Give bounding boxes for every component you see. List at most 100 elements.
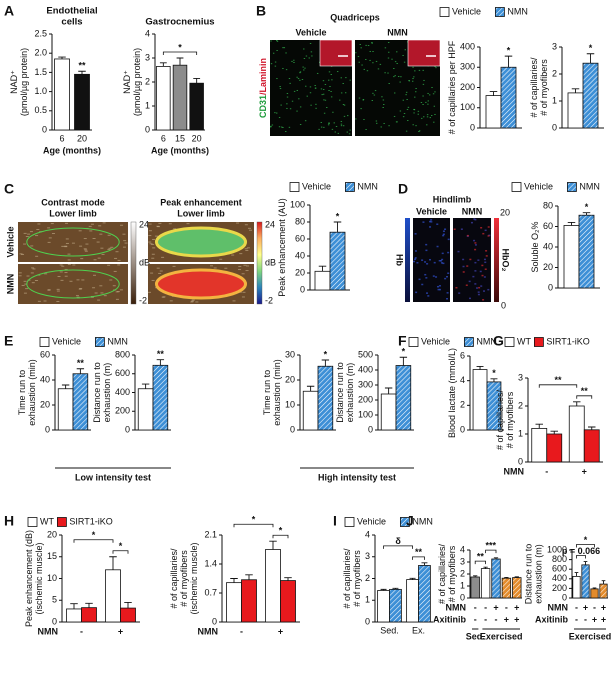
significance-bracket xyxy=(474,560,486,565)
bar xyxy=(581,564,590,599)
significance-label: p = 0.066 xyxy=(562,546,600,556)
ultrasound-speck xyxy=(148,223,152,225)
x-axis-label: Age (months) xyxy=(43,145,101,155)
ultrasound-speck xyxy=(27,233,31,235)
signal-speck xyxy=(466,265,469,267)
y-tick-label: 400 xyxy=(552,573,567,583)
micrograph-speck xyxy=(293,90,296,92)
legend-label: SIRT1-iKO xyxy=(69,516,112,526)
signal-speck xyxy=(442,262,445,265)
micrograph-speck xyxy=(340,120,343,122)
signal-speck xyxy=(472,275,475,278)
micrograph-speck xyxy=(336,71,339,73)
ultrasound-speck xyxy=(97,257,101,259)
ultrasound-speck xyxy=(65,222,69,224)
ultrasound-speck xyxy=(242,291,246,293)
ultrasound-speck xyxy=(241,296,245,298)
roi-outline xyxy=(26,269,120,299)
error-bar xyxy=(245,574,253,580)
ultrasound-speck xyxy=(47,227,51,229)
signal-speck xyxy=(477,291,480,293)
y-tick-label: 0 xyxy=(518,456,523,466)
y-axis-label: # of myofibers xyxy=(539,59,549,116)
ultrasound-speck xyxy=(76,296,80,298)
signal-speck xyxy=(482,290,485,292)
ultrasound-speck xyxy=(92,287,96,289)
error-bar xyxy=(571,88,580,93)
micrograph-speck xyxy=(413,112,415,114)
y-tick-label: 100 xyxy=(358,409,373,419)
y-tick-label: 6 xyxy=(460,350,465,360)
y-tick-label: 3 xyxy=(365,551,370,561)
legend-label: Vehicle xyxy=(357,516,386,526)
micrograph-speck xyxy=(299,72,301,74)
signal-speck xyxy=(441,258,444,261)
micrograph-speck xyxy=(270,126,272,128)
micrograph-speck xyxy=(375,60,378,62)
micrograph-speck xyxy=(403,113,406,114)
ultrasound-speck xyxy=(113,270,117,272)
micrograph-speck xyxy=(433,121,435,123)
panel-label: C xyxy=(4,181,14,197)
ultrasound-speck xyxy=(23,292,27,294)
ultrasound-speck xyxy=(64,272,68,274)
y-tick-label: 2.5 xyxy=(34,28,47,38)
ultrasound-speck xyxy=(241,273,245,275)
y-axis-label: # of myofibers xyxy=(505,391,515,448)
ultrasound-speck xyxy=(117,259,121,261)
signal-speck xyxy=(432,275,435,277)
micrograph-speck xyxy=(282,47,284,49)
error-bar xyxy=(399,356,408,366)
error-bar xyxy=(124,601,132,609)
y-axis-label: # of capillaries/ xyxy=(529,57,539,118)
signal-speck xyxy=(481,274,484,277)
legend-swatch xyxy=(344,182,355,192)
micrograph-speck xyxy=(417,110,420,112)
signal-speck xyxy=(487,235,490,237)
micrograph-speck xyxy=(413,108,415,110)
micrograph-speck xyxy=(427,92,429,94)
micrograph-speck xyxy=(394,61,397,63)
signal-speck xyxy=(421,283,424,286)
error-bar xyxy=(409,577,416,580)
legend-label: NMN xyxy=(412,516,433,526)
signal-speck xyxy=(482,232,485,235)
error-bar xyxy=(535,423,543,429)
error-bar xyxy=(583,561,588,565)
micrograph-speck xyxy=(373,94,376,96)
y-tick-label: 500 xyxy=(358,349,373,359)
ultrasound-speck xyxy=(122,233,126,235)
image-title: Quadriceps xyxy=(330,12,380,22)
significance-bracket xyxy=(412,556,425,560)
ultrasound-speck xyxy=(35,255,39,257)
signal-speck xyxy=(457,250,460,253)
micrograph-speck xyxy=(422,104,424,106)
ultrasound-speck xyxy=(83,238,87,240)
x-row-value: - xyxy=(495,614,498,624)
micrograph-speck xyxy=(330,74,332,75)
x-row-value: - xyxy=(545,466,548,476)
ultrasound-speck xyxy=(161,256,165,258)
y-tick-label: 3 xyxy=(460,556,465,566)
micrograph-speck xyxy=(293,62,295,63)
micrograph-speck xyxy=(345,77,347,79)
significance-bracket xyxy=(576,544,595,548)
y-tick-label: 400 xyxy=(115,387,130,397)
signal-speck xyxy=(474,218,477,221)
significance-label: ** xyxy=(554,375,562,385)
x-row-label: NMN xyxy=(548,602,569,612)
micrograph-speck xyxy=(315,103,317,105)
micrograph-speck xyxy=(383,104,385,105)
signal-speck xyxy=(484,229,487,232)
micrograph-speck xyxy=(422,95,424,97)
bar xyxy=(265,549,281,623)
micrograph-speck xyxy=(432,93,435,95)
micrograph-speck xyxy=(383,122,385,124)
legend-swatch xyxy=(344,517,355,527)
micrograph-speck xyxy=(384,72,386,74)
y-tick-label: 15 xyxy=(47,551,57,561)
chart-title: Endothelial xyxy=(46,6,97,17)
ultrasound-speck xyxy=(67,259,71,261)
bar xyxy=(501,577,512,599)
ultrasound-speck xyxy=(101,253,105,255)
